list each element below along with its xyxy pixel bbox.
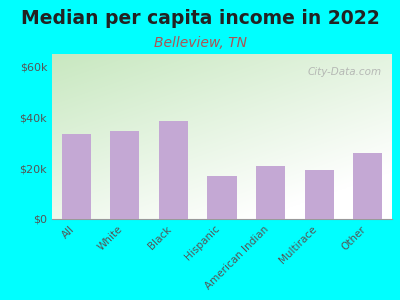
Text: Median per capita income in 2022: Median per capita income in 2022	[21, 9, 379, 28]
Text: Belleview, TN: Belleview, TN	[154, 36, 246, 50]
Bar	[353, 153, 382, 219]
Bar	[110, 131, 140, 219]
Bar	[159, 121, 188, 219]
Bar	[304, 169, 334, 219]
Bar	[256, 166, 285, 219]
Text: City-Data.com: City-Data.com	[308, 67, 382, 77]
Bar	[208, 176, 236, 219]
Bar	[62, 134, 91, 219]
